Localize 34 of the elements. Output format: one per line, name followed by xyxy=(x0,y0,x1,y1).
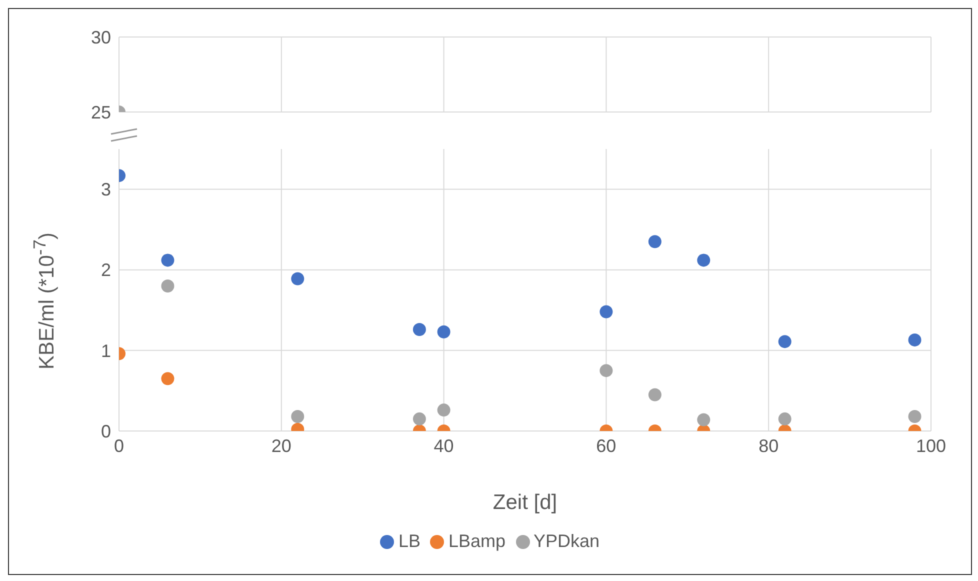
point xyxy=(161,279,174,292)
y-tick-label: 0 xyxy=(100,421,111,442)
x-tick-label: 0 xyxy=(114,436,124,456)
point xyxy=(697,254,710,267)
point xyxy=(908,410,922,423)
y-tick-label: 2 xyxy=(100,260,111,280)
point xyxy=(437,404,450,417)
x-axis-title: Zeit [d] xyxy=(492,491,558,514)
y-tick-label: 30 xyxy=(90,27,111,48)
point xyxy=(778,412,792,426)
legend-label: YPDkan xyxy=(534,531,600,551)
point xyxy=(600,305,613,318)
point xyxy=(908,333,922,346)
x-tick-label: 80 xyxy=(758,436,779,456)
x-tick-label: 40 xyxy=(434,436,454,456)
x-tick-label: 100 xyxy=(916,436,946,456)
point xyxy=(600,364,613,378)
point xyxy=(778,335,792,348)
point xyxy=(648,388,662,402)
x-tick-label: 60 xyxy=(596,436,616,456)
point xyxy=(291,410,304,423)
point xyxy=(412,322,426,336)
point xyxy=(291,272,304,286)
point xyxy=(437,325,450,338)
y-tick-label: 3 xyxy=(100,180,111,200)
point xyxy=(648,235,662,248)
legend-label: LBamp xyxy=(448,531,506,551)
point xyxy=(412,412,426,426)
point xyxy=(161,254,174,267)
legend-label: LB xyxy=(398,531,420,551)
x-tick-label: 20 xyxy=(271,436,292,456)
y-tick-label: 1 xyxy=(100,340,111,361)
y-tick-label: 25 xyxy=(90,102,111,122)
point xyxy=(697,413,710,426)
